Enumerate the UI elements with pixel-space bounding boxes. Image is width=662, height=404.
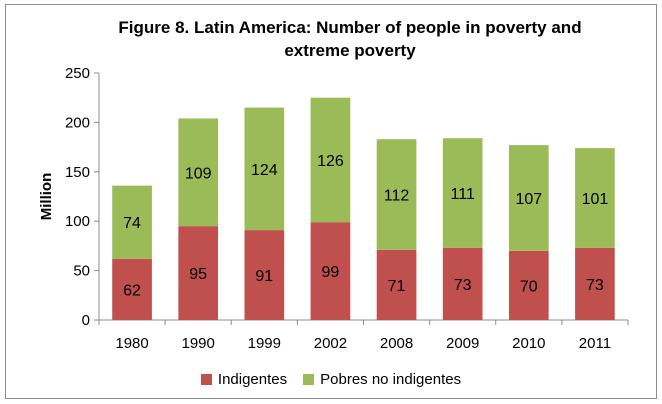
bar-segment-indigentes bbox=[575, 247, 615, 320]
bar-value-label: 126 bbox=[317, 153, 344, 170]
bar-value-label: 62 bbox=[123, 282, 141, 299]
bar-segment-pobres-no-indigentes bbox=[310, 97, 351, 223]
bar-value-label: 109 bbox=[185, 165, 212, 182]
bar-segment-indigentes bbox=[508, 250, 549, 320]
bar-segment-pobres-no-indigentes bbox=[376, 139, 417, 250]
y-tick-label: 100 bbox=[65, 213, 90, 230]
bar-segment-pobres-no-indigentes bbox=[508, 145, 549, 251]
y-tick-label: 50 bbox=[73, 263, 90, 280]
bar-segment-indigentes bbox=[244, 230, 285, 320]
y-tick-label: 150 bbox=[65, 164, 90, 181]
x-tick-label: 2008 bbox=[380, 335, 413, 352]
x-tick-label: 2009 bbox=[446, 335, 479, 352]
x-tick-label: 1999 bbox=[248, 335, 281, 352]
bar-segment-indigentes bbox=[442, 247, 483, 320]
legend-swatch bbox=[200, 374, 212, 385]
legend-item-indigentes: Indigentes bbox=[200, 371, 288, 388]
bar-value-label: 124 bbox=[251, 162, 278, 179]
y-tick-label: 250 bbox=[65, 65, 90, 82]
bar-value-label: 112 bbox=[384, 188, 410, 205]
legend-item-pobres-no-indigentes: Pobres no indigentes bbox=[303, 371, 461, 388]
bar-value-label: 107 bbox=[515, 191, 542, 208]
bar-value-label: 71 bbox=[388, 278, 406, 295]
bar-value-label: 73 bbox=[586, 277, 604, 294]
bar-segment-pobres-no-indigentes bbox=[178, 118, 219, 227]
x-tick-label: 2010 bbox=[512, 335, 545, 352]
legend-label: Pobres no indigentes bbox=[320, 371, 462, 388]
bar-value-label: 91 bbox=[255, 268, 273, 285]
bar-segment-indigentes bbox=[178, 226, 219, 320]
x-tick-label: 1980 bbox=[115, 335, 148, 352]
y-axis-title: Million bbox=[38, 173, 55, 221]
bar-value-label: 99 bbox=[322, 264, 340, 281]
chart-legend: Indigentes Pobres no indigentes bbox=[0, 371, 662, 389]
bar-segment-pobres-no-indigentes bbox=[575, 148, 615, 248]
x-tick-label: 1990 bbox=[182, 335, 215, 352]
bar-value-label: 111 bbox=[451, 186, 475, 203]
bar-value-label: 95 bbox=[189, 266, 207, 283]
bar-segment-indigentes bbox=[376, 249, 417, 320]
bar-segment-pobres-no-indigentes bbox=[244, 107, 285, 231]
bar-value-label: 73 bbox=[454, 277, 472, 294]
x-tick-label: 2011 bbox=[579, 335, 611, 352]
chart-title-line-1: Figure 8. Latin America: Number of peopl… bbox=[118, 18, 582, 37]
bar-segment-pobres-no-indigentes bbox=[442, 138, 483, 248]
bar-segment-indigentes bbox=[310, 222, 351, 320]
bar-value-label: 74 bbox=[123, 215, 141, 232]
bar-value-label: 101 bbox=[582, 191, 609, 208]
y-tick-label: 200 bbox=[65, 114, 90, 131]
chart-title-line-2: extreme poverty bbox=[284, 41, 416, 60]
y-tick-label: 0 bbox=[82, 312, 90, 329]
bar-segment-pobres-no-indigentes bbox=[112, 185, 152, 259]
x-tick-label: 2002 bbox=[314, 335, 347, 352]
legend-label: Indigentes bbox=[217, 371, 288, 388]
bar-value-label: 70 bbox=[520, 278, 538, 295]
chart-title: Figure 8. Latin America: Number of peopl… bbox=[60, 16, 640, 62]
legend-swatch bbox=[303, 374, 315, 385]
bar-segment-indigentes bbox=[112, 258, 152, 320]
